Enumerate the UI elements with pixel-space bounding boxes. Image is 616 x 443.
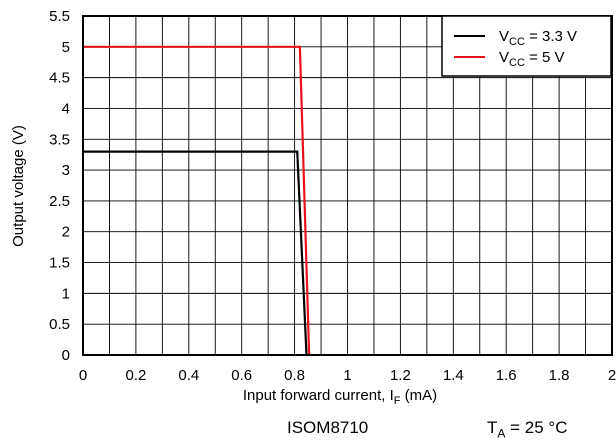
y-axis-label: Output voltage (V): [10, 125, 27, 247]
x-axis-label: Input forward current, IF (mA): [243, 387, 437, 407]
y-tick-label: 5.5: [49, 8, 70, 25]
y-tick-label: 4: [62, 100, 70, 117]
y-tick-label: 2.5: [49, 193, 70, 210]
y-tick-label: 2: [62, 224, 70, 241]
series-lines: [83, 45, 311, 356]
x-tick-label: 1.2: [390, 367, 411, 384]
y-tick-label: 4.5: [49, 70, 70, 87]
legend-box: [441, 15, 612, 77]
legend: VCC = 3.3 V VCC = 5 V: [441, 15, 612, 77]
x-tick-label: 1.6: [496, 367, 517, 384]
x-tick-label: 0.4: [178, 367, 199, 384]
legend-label-vcc-3v3: VCC = 3.3 V: [499, 28, 577, 48]
y-tick-label: 5: [62, 39, 70, 56]
x-axis-tick-labels: 0 0.2 0.4 0.6 0.8 1 1.2 1.4 1.6 1.8 2: [79, 367, 616, 384]
x-tick-label: 1: [343, 367, 351, 384]
y-tick-label: 0.5: [49, 316, 70, 333]
series-line-0: [83, 150, 308, 356]
y-tick-label: 3.5: [49, 131, 70, 148]
y-axis-tick-labels: 0 0.5 1 1.5 2 2.5 3 3.5 4 4.5 5 5.5: [49, 8, 70, 364]
x-tick-label: 0.6: [231, 367, 252, 384]
series-line-1: [83, 45, 311, 356]
y-tick-label: 1.5: [49, 255, 70, 272]
legend-label-vcc-5v: VCC = 5 V: [499, 49, 565, 69]
y-tick-label: 3: [62, 162, 70, 179]
plot-frame: [82, 15, 613, 356]
x-tick-label: 2: [608, 367, 616, 384]
x-tick-label: 0: [79, 367, 87, 384]
y-tick-label: 1: [62, 285, 70, 302]
ambient-temperature: TA = 25 °C: [487, 418, 568, 441]
x-tick-label: 1.4: [443, 367, 464, 384]
x-tick-label: 0.8: [284, 367, 305, 384]
x-tick-label: 1.8: [549, 367, 570, 384]
x-tick-label: 0.2: [125, 367, 146, 384]
y-tick-label: 0: [62, 347, 70, 364]
device-name: ISOM8710: [287, 418, 369, 437]
